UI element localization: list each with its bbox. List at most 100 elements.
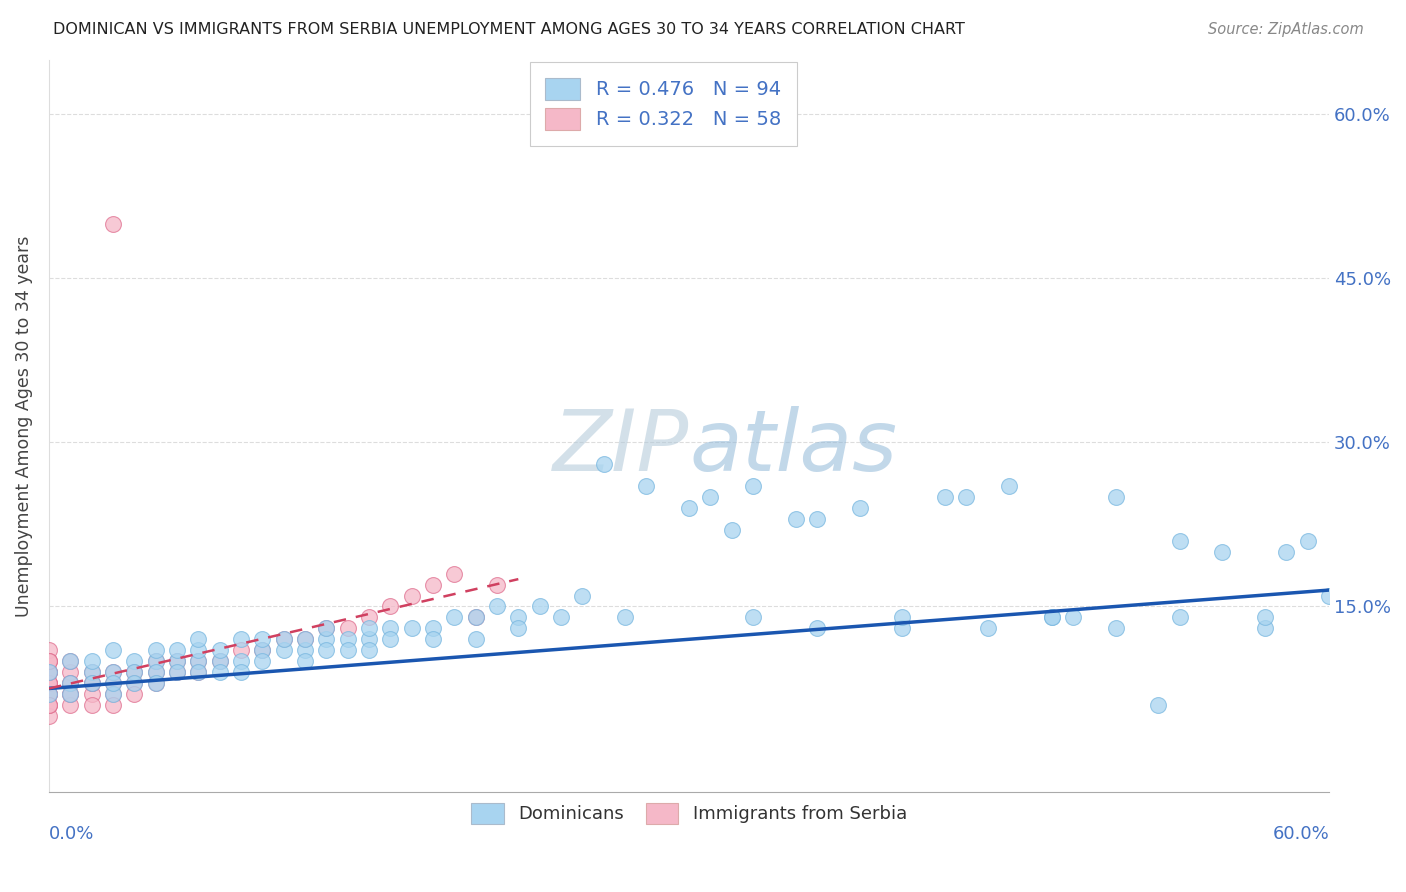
Point [1296,533,1319,548]
Point [166,665,188,679]
Point [252,643,274,657]
Point [401,589,423,603]
Point [422,621,444,635]
Point [229,643,252,657]
Point [145,643,167,657]
Text: 60.0%: 60.0% [1272,825,1329,844]
Point [38,687,60,701]
Point [464,610,486,624]
Point [273,632,295,647]
Point [208,654,231,668]
Point [294,654,316,668]
Point [464,610,486,624]
Point [80,676,103,690]
Point [59,687,82,701]
Point [336,643,359,657]
Y-axis label: Unemployment Among Ages 30 to 34 years: Unemployment Among Ages 30 to 34 years [15,235,32,616]
Point [38,698,60,712]
Point [1147,698,1170,712]
Point [38,676,60,690]
Point [101,676,124,690]
Point [485,599,508,614]
Point [208,665,231,679]
Point [252,632,274,647]
Point [357,632,380,647]
Point [422,577,444,591]
Point [294,632,316,647]
Point [848,501,870,516]
Point [124,676,146,690]
Point [38,665,60,679]
Point [80,676,103,690]
Point [145,665,167,679]
Point [742,610,765,624]
Point [380,632,402,647]
Point [294,643,316,657]
Point [508,610,530,624]
Text: ZIP: ZIP [553,407,689,490]
Point [806,621,828,635]
Point [59,654,82,668]
Point [443,566,465,581]
Point [101,698,124,712]
Point [315,643,337,657]
Point [508,621,530,635]
Point [380,621,402,635]
Point [357,610,380,624]
Point [59,676,82,690]
Point [1105,621,1128,635]
Point [38,654,60,668]
Point [720,523,742,537]
Point [187,632,209,647]
Point [80,698,103,712]
Point [38,687,60,701]
Point [166,643,188,657]
Point [80,676,103,690]
Point [101,687,124,701]
Point [550,610,572,624]
Point [336,621,359,635]
Point [38,698,60,712]
Point [38,643,60,657]
Point [422,632,444,647]
Point [80,687,103,701]
Point [187,643,209,657]
Point [806,512,828,526]
Point [1168,533,1191,548]
Point [38,676,60,690]
Point [101,687,124,701]
Text: DOMINICAN VS IMMIGRANTS FROM SERBIA UNEMPLOYMENT AMONG AGES 30 TO 34 YEARS CORRE: DOMINICAN VS IMMIGRANTS FROM SERBIA UNEM… [53,22,966,37]
Point [443,610,465,624]
Point [252,643,274,657]
Point [59,676,82,690]
Point [273,632,295,647]
Point [229,654,252,668]
Point [80,665,103,679]
Point [1105,490,1128,504]
Point [145,654,167,668]
Point [101,643,124,657]
Point [1040,610,1063,624]
Text: Source: ZipAtlas.com: Source: ZipAtlas.com [1208,22,1364,37]
Point [529,599,551,614]
Point [592,458,614,472]
Point [229,632,252,647]
Point [1275,545,1298,559]
Point [315,621,337,635]
Point [1168,610,1191,624]
Point [464,632,486,647]
Point [166,654,188,668]
Point [38,665,60,679]
Point [59,687,82,701]
Point [124,654,146,668]
Point [124,676,146,690]
Point [38,665,60,679]
Point [145,676,167,690]
Point [145,665,167,679]
Point [80,665,103,679]
Point [38,698,60,712]
Point [229,665,252,679]
Legend: Dominicans, Immigrants from Serbia: Dominicans, Immigrants from Serbia [460,792,918,835]
Point [187,665,209,679]
Point [101,665,124,679]
